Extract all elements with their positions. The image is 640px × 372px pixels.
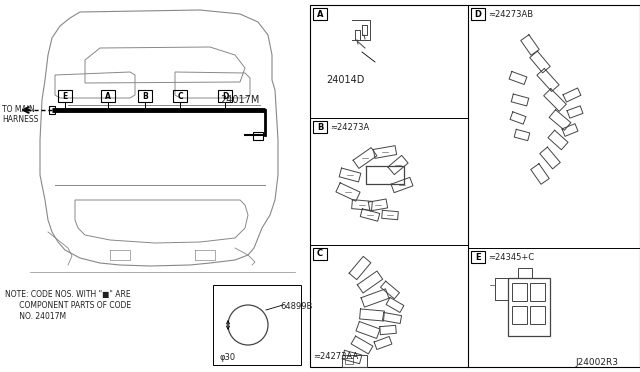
Bar xyxy=(530,306,545,324)
Bar xyxy=(512,283,527,301)
Bar xyxy=(530,283,545,301)
Bar xyxy=(471,251,485,263)
Bar xyxy=(310,5,640,367)
Bar xyxy=(512,306,527,324)
Text: B: B xyxy=(317,122,323,131)
Bar xyxy=(218,90,232,102)
Text: 24017M: 24017M xyxy=(220,95,259,105)
Text: ≂24345+C: ≂24345+C xyxy=(488,253,534,262)
Text: A: A xyxy=(105,92,111,100)
Bar xyxy=(313,8,327,20)
Text: C: C xyxy=(317,250,323,259)
Text: NO. 24017M: NO. 24017M xyxy=(5,312,66,321)
Text: TO MAIN
HARNESS: TO MAIN HARNESS xyxy=(2,105,38,124)
Bar xyxy=(313,121,327,133)
Text: φ30: φ30 xyxy=(219,353,235,362)
Text: ≂24273AB: ≂24273AB xyxy=(488,10,533,19)
Text: D: D xyxy=(222,92,228,100)
Bar xyxy=(58,90,72,102)
Text: E: E xyxy=(62,92,68,100)
Bar xyxy=(138,90,152,102)
Text: NOTE: CODE NOS. WITH "■" ARE: NOTE: CODE NOS. WITH "■" ARE xyxy=(5,290,131,299)
Text: A: A xyxy=(317,10,323,19)
Bar xyxy=(213,285,301,365)
Text: B: B xyxy=(142,92,148,100)
Bar xyxy=(342,355,367,367)
Bar xyxy=(253,132,263,140)
Bar xyxy=(345,358,353,364)
Text: J24002R3: J24002R3 xyxy=(575,358,618,367)
Bar xyxy=(471,8,485,20)
Text: 24014D: 24014D xyxy=(326,75,364,85)
Bar xyxy=(518,268,532,278)
Text: COMPONENT PARTS OF CODE: COMPONENT PARTS OF CODE xyxy=(5,301,131,310)
Bar xyxy=(49,106,55,114)
Bar xyxy=(313,248,327,260)
Text: ≂24273A: ≂24273A xyxy=(330,123,369,132)
Bar xyxy=(101,90,115,102)
Bar xyxy=(508,278,550,336)
Text: D: D xyxy=(474,10,481,19)
Text: ≂24273AA: ≂24273AA xyxy=(313,352,358,361)
Text: C: C xyxy=(177,92,183,100)
Text: E: E xyxy=(475,253,481,262)
Bar xyxy=(173,90,187,102)
Text: 64899B: 64899B xyxy=(280,302,312,311)
